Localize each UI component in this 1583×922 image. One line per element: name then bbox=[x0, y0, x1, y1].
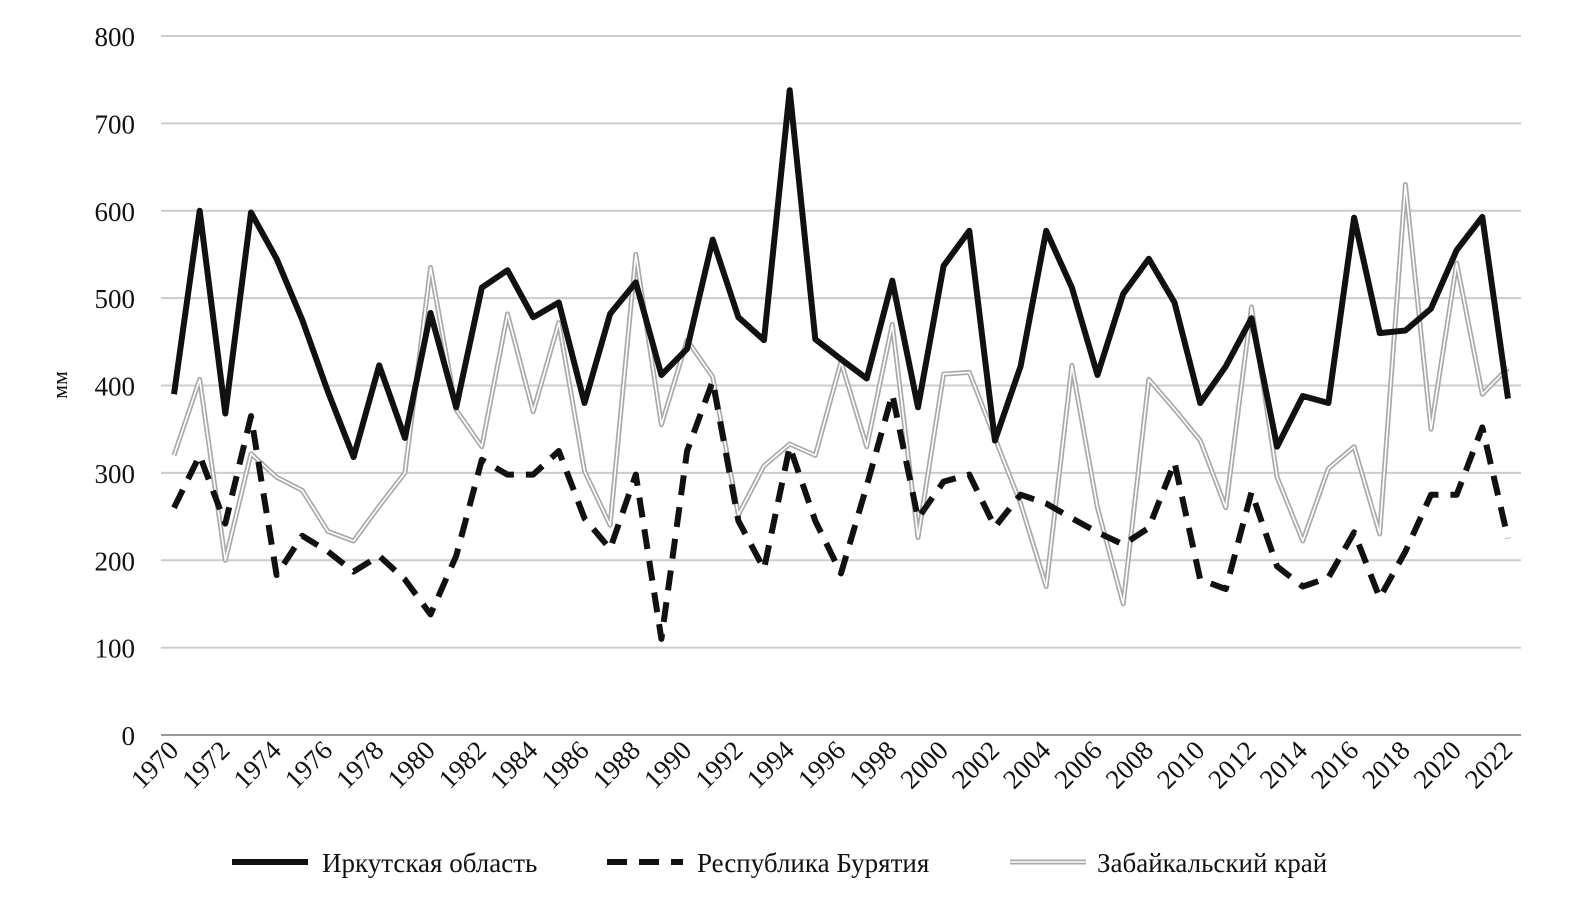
series-line bbox=[171, 87, 1511, 461]
x-tick-label: 1994 bbox=[741, 735, 801, 795]
legend: Иркутская область Республика Бурятия Забай… bbox=[232, 848, 1327, 878]
series-1 bbox=[171, 378, 1511, 642]
y-tick-label: 700 bbox=[95, 109, 136, 139]
x-tick-label: 1974 bbox=[227, 735, 287, 795]
x-tick-label: 1986 bbox=[535, 735, 594, 794]
y-tick-label: 800 bbox=[95, 22, 136, 52]
x-tick-label: 1998 bbox=[843, 735, 902, 794]
x-tick-label: 1984 bbox=[484, 735, 544, 795]
grid-lines bbox=[161, 35, 1521, 649]
x-tick-label: 1976 bbox=[279, 735, 338, 794]
x-tick-label: 2002 bbox=[946, 735, 1005, 794]
y-axis-label: мм bbox=[47, 371, 72, 399]
legend-label: Республика Бурятия bbox=[697, 848, 929, 878]
series-line bbox=[171, 378, 1511, 642]
x-tick-label: 2000 bbox=[894, 735, 953, 794]
x-tick-label: 1982 bbox=[433, 735, 492, 794]
x-tick-label: 1972 bbox=[176, 735, 235, 794]
x-tick-label: 2008 bbox=[1100, 735, 1159, 794]
x-tick-label: 1992 bbox=[689, 735, 748, 794]
x-axis-ticks: 1970197219741976197819801982198419861988… bbox=[125, 735, 1518, 795]
legend-item-1: Республика Бурятия bbox=[607, 848, 929, 878]
y-tick-label: 200 bbox=[95, 546, 136, 576]
series-0 bbox=[171, 87, 1511, 461]
x-tick-label: 1990 bbox=[638, 735, 697, 794]
x-tick-label: 1980 bbox=[381, 735, 440, 794]
y-tick-label: 0 bbox=[122, 721, 136, 751]
y-tick-label: 100 bbox=[95, 634, 136, 664]
y-tick-label: 500 bbox=[95, 284, 136, 314]
x-tick-label: 2022 bbox=[1459, 735, 1518, 794]
y-tick-label: 400 bbox=[95, 372, 136, 402]
legend-label: Иркутская область bbox=[322, 848, 537, 878]
legend-label: Забайкальский край bbox=[1097, 848, 1327, 878]
x-tick-label: 2012 bbox=[1202, 735, 1261, 794]
x-tick-label: 1988 bbox=[587, 735, 646, 794]
x-tick-label: 2014 bbox=[1254, 735, 1314, 795]
y-tick-label: 600 bbox=[95, 197, 136, 227]
y-tick-label: 300 bbox=[95, 459, 136, 489]
x-tick-label: 1978 bbox=[330, 735, 389, 794]
legend-item-2: Забайкальский край bbox=[1010, 848, 1327, 878]
y-axis-ticks: 0 100 200 300 400 500 600 700 800 bbox=[95, 22, 136, 751]
x-tick-label: 2004 bbox=[997, 735, 1057, 795]
legend-item-0: Иркутская область bbox=[232, 848, 537, 878]
x-tick-label: 2010 bbox=[1151, 735, 1210, 794]
x-tick-label: 2018 bbox=[1356, 735, 1415, 794]
series-lines bbox=[171, 87, 1511, 642]
x-tick-label: 2020 bbox=[1408, 735, 1467, 794]
x-tick-label: 1996 bbox=[792, 735, 851, 794]
x-tick-label: 2006 bbox=[1048, 735, 1107, 794]
x-tick-label: 2016 bbox=[1305, 735, 1364, 794]
